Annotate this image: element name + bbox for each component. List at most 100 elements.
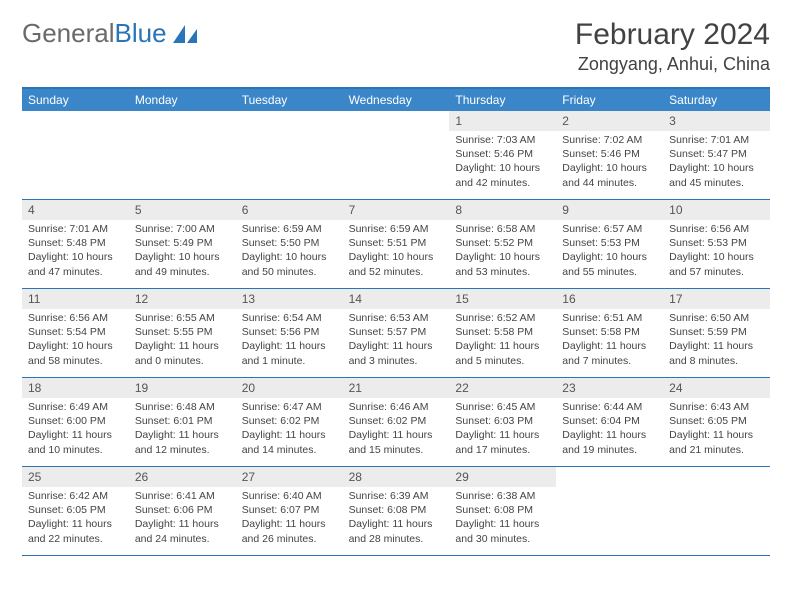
day-number: 14	[343, 289, 450, 309]
daylight-text: Daylight: 11 hours and 1 minute.	[242, 339, 337, 367]
day-cell: 25Sunrise: 6:42 AMSunset: 6:05 PMDayligh…	[22, 467, 129, 555]
day-cell: 1Sunrise: 7:03 AMSunset: 5:46 PMDaylight…	[449, 111, 556, 199]
daylight-text: Daylight: 11 hours and 12 minutes.	[135, 428, 230, 456]
day-body: Sunrise: 7:02 AMSunset: 5:46 PMDaylight:…	[556, 131, 663, 194]
day-number: 11	[22, 289, 129, 309]
sunrise-text: Sunrise: 7:02 AM	[562, 133, 657, 147]
day-cell: 16Sunrise: 6:51 AMSunset: 5:58 PMDayligh…	[556, 289, 663, 377]
sunset-text: Sunset: 5:53 PM	[562, 236, 657, 250]
day-body: Sunrise: 6:56 AMSunset: 5:54 PMDaylight:…	[22, 309, 129, 372]
sunset-text: Sunset: 6:05 PM	[28, 503, 123, 517]
day-body: Sunrise: 6:40 AMSunset: 6:07 PMDaylight:…	[236, 487, 343, 550]
daylight-text: Daylight: 11 hours and 0 minutes.	[135, 339, 230, 367]
sunrise-text: Sunrise: 6:40 AM	[242, 489, 337, 503]
daylight-text: Daylight: 11 hours and 15 minutes.	[349, 428, 444, 456]
daylight-text: Daylight: 11 hours and 8 minutes.	[669, 339, 764, 367]
day-number: 1	[449, 111, 556, 131]
day-body: Sunrise: 6:59 AMSunset: 5:51 PMDaylight:…	[343, 220, 450, 283]
week-row: 18Sunrise: 6:49 AMSunset: 6:00 PMDayligh…	[22, 378, 770, 467]
day-body: Sunrise: 6:56 AMSunset: 5:53 PMDaylight:…	[663, 220, 770, 283]
daylight-text: Daylight: 11 hours and 26 minutes.	[242, 517, 337, 545]
day-body: Sunrise: 7:01 AMSunset: 5:48 PMDaylight:…	[22, 220, 129, 283]
daylight-text: Daylight: 10 hours and 44 minutes.	[562, 161, 657, 189]
month-title: February 2024	[575, 18, 770, 52]
sunrise-text: Sunrise: 6:47 AM	[242, 400, 337, 414]
sunset-text: Sunset: 5:46 PM	[562, 147, 657, 161]
day-cell: 19Sunrise: 6:48 AMSunset: 6:01 PMDayligh…	[129, 378, 236, 466]
weeks-container: ....1Sunrise: 7:03 AMSunset: 5:46 PMDayl…	[22, 111, 770, 556]
sunrise-text: Sunrise: 6:46 AM	[349, 400, 444, 414]
daylight-text: Daylight: 10 hours and 45 minutes.	[669, 161, 764, 189]
daylight-text: Daylight: 10 hours and 57 minutes.	[669, 250, 764, 278]
day-body: Sunrise: 7:00 AMSunset: 5:49 PMDaylight:…	[129, 220, 236, 283]
sunset-text: Sunset: 5:53 PM	[669, 236, 764, 250]
week-row: ....1Sunrise: 7:03 AMSunset: 5:46 PMDayl…	[22, 111, 770, 200]
logo-text-a: General	[22, 18, 115, 49]
sunset-text: Sunset: 6:08 PM	[349, 503, 444, 517]
daylight-text: Daylight: 11 hours and 30 minutes.	[455, 517, 550, 545]
weekday-header: Wednesday	[343, 89, 450, 111]
daylight-text: Daylight: 11 hours and 10 minutes.	[28, 428, 123, 456]
sunrise-text: Sunrise: 6:42 AM	[28, 489, 123, 503]
day-number: 3	[663, 111, 770, 131]
day-cell: .	[343, 111, 450, 199]
day-number: 25	[22, 467, 129, 487]
daylight-text: Daylight: 10 hours and 53 minutes.	[455, 250, 550, 278]
weekday-header: Sunday	[22, 89, 129, 111]
day-body: Sunrise: 6:41 AMSunset: 6:06 PMDaylight:…	[129, 487, 236, 550]
daylight-text: Daylight: 10 hours and 49 minutes.	[135, 250, 230, 278]
day-number: 8	[449, 200, 556, 220]
day-number: 15	[449, 289, 556, 309]
sunset-text: Sunset: 5:51 PM	[349, 236, 444, 250]
sunrise-text: Sunrise: 6:38 AM	[455, 489, 550, 503]
sunset-text: Sunset: 5:54 PM	[28, 325, 123, 339]
day-number: 20	[236, 378, 343, 398]
day-cell: 15Sunrise: 6:52 AMSunset: 5:58 PMDayligh…	[449, 289, 556, 377]
day-cell: 22Sunrise: 6:45 AMSunset: 6:03 PMDayligh…	[449, 378, 556, 466]
sunrise-text: Sunrise: 6:55 AM	[135, 311, 230, 325]
day-cell: 6Sunrise: 6:59 AMSunset: 5:50 PMDaylight…	[236, 200, 343, 288]
day-cell: .	[556, 467, 663, 555]
day-cell: 13Sunrise: 6:54 AMSunset: 5:56 PMDayligh…	[236, 289, 343, 377]
day-body: Sunrise: 6:47 AMSunset: 6:02 PMDaylight:…	[236, 398, 343, 461]
day-cell: 2Sunrise: 7:02 AMSunset: 5:46 PMDaylight…	[556, 111, 663, 199]
daylight-text: Daylight: 11 hours and 28 minutes.	[349, 517, 444, 545]
day-body: Sunrise: 7:01 AMSunset: 5:47 PMDaylight:…	[663, 131, 770, 194]
sunset-text: Sunset: 5:56 PM	[242, 325, 337, 339]
sunset-text: Sunset: 6:07 PM	[242, 503, 337, 517]
day-cell: 23Sunrise: 6:44 AMSunset: 6:04 PMDayligh…	[556, 378, 663, 466]
sunset-text: Sunset: 6:02 PM	[349, 414, 444, 428]
day-number: 27	[236, 467, 343, 487]
day-body: Sunrise: 6:52 AMSunset: 5:58 PMDaylight:…	[449, 309, 556, 372]
daylight-text: Daylight: 11 hours and 19 minutes.	[562, 428, 657, 456]
daylight-text: Daylight: 11 hours and 21 minutes.	[669, 428, 764, 456]
day-number: 17	[663, 289, 770, 309]
weekday-header: Saturday	[663, 89, 770, 111]
daylight-text: Daylight: 11 hours and 7 minutes.	[562, 339, 657, 367]
day-cell: 4Sunrise: 7:01 AMSunset: 5:48 PMDaylight…	[22, 200, 129, 288]
day-cell: 29Sunrise: 6:38 AMSunset: 6:08 PMDayligh…	[449, 467, 556, 555]
day-body: Sunrise: 6:42 AMSunset: 6:05 PMDaylight:…	[22, 487, 129, 550]
weekday-header: Tuesday	[236, 89, 343, 111]
logo-sail-icon	[171, 23, 199, 45]
day-number: 9	[556, 200, 663, 220]
day-cell: 8Sunrise: 6:58 AMSunset: 5:52 PMDaylight…	[449, 200, 556, 288]
day-body: Sunrise: 6:48 AMSunset: 6:01 PMDaylight:…	[129, 398, 236, 461]
sunset-text: Sunset: 5:49 PM	[135, 236, 230, 250]
header: GeneralBlue February 2024 Zongyang, Anhu…	[22, 18, 770, 75]
logo: GeneralBlue	[22, 18, 199, 49]
day-number: 24	[663, 378, 770, 398]
daylight-text: Daylight: 11 hours and 22 minutes.	[28, 517, 123, 545]
sunset-text: Sunset: 5:47 PM	[669, 147, 764, 161]
sunset-text: Sunset: 6:03 PM	[455, 414, 550, 428]
day-number: 19	[129, 378, 236, 398]
day-body: Sunrise: 6:55 AMSunset: 5:55 PMDaylight:…	[129, 309, 236, 372]
day-body: Sunrise: 6:44 AMSunset: 6:04 PMDaylight:…	[556, 398, 663, 461]
day-cell: 20Sunrise: 6:47 AMSunset: 6:02 PMDayligh…	[236, 378, 343, 466]
day-body: Sunrise: 6:45 AMSunset: 6:03 PMDaylight:…	[449, 398, 556, 461]
day-cell: 14Sunrise: 6:53 AMSunset: 5:57 PMDayligh…	[343, 289, 450, 377]
sunset-text: Sunset: 6:02 PM	[242, 414, 337, 428]
day-cell: 3Sunrise: 7:01 AMSunset: 5:47 PMDaylight…	[663, 111, 770, 199]
sunset-text: Sunset: 6:06 PM	[135, 503, 230, 517]
day-number: 6	[236, 200, 343, 220]
